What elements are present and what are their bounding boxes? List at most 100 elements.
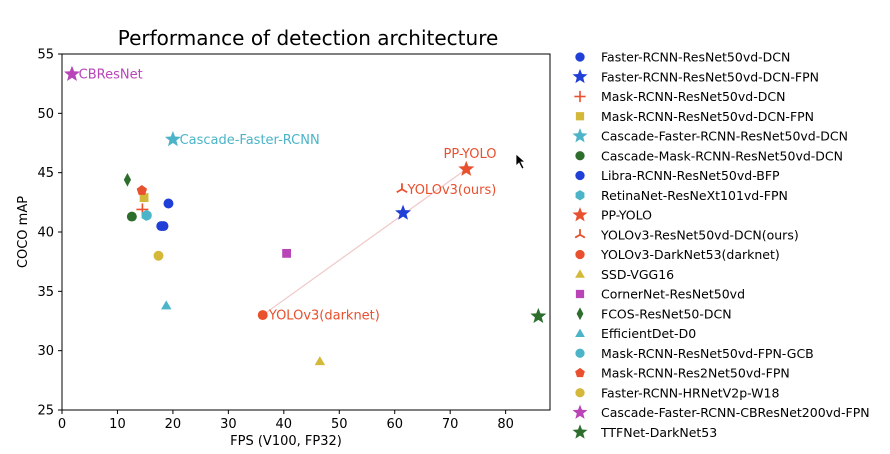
legend-marker (572, 207, 588, 222)
x-tick-label: 10 (109, 417, 126, 432)
legend-item: Mask-RCNN-ResNet50vd-DCN (574, 89, 785, 104)
legend-item: FCOS-ResNet50-DCN (576, 306, 732, 321)
legend-item: Cascade-Faster-RCNN-ResNet50vd-DCN (572, 128, 848, 144)
legend-label: Faster-RCNN-ResNet50vd-DCN (601, 50, 790, 65)
legend-marker (575, 170, 585, 181)
legend-label: Cascade-Faster-RCNN-ResNet50vd-DCN (601, 129, 848, 144)
legend-item: EfficientDet-D0 (575, 326, 696, 341)
legend-label: PP-YOLO (601, 208, 652, 223)
legend-item: Faster-RCNN-ResNet50vd-DCN (575, 50, 790, 65)
point-annotation: Cascade-Faster-RCNN (180, 133, 320, 148)
x-tick-label: 30 (220, 417, 237, 432)
legend-marker (572, 424, 588, 439)
legend-marker (575, 367, 585, 378)
legend-label: Cascade-Faster-RCNN-CBResNet200vd-FPN (601, 405, 870, 420)
point-annotation: CBResNet (79, 68, 143, 83)
legend-label: YOLOv3-DarkNet53(darknet) (600, 247, 780, 262)
data-point (164, 131, 181, 147)
legend-marker (574, 229, 586, 239)
legend-marker (572, 68, 588, 84)
legend-marker (575, 289, 585, 299)
legend-item: TTFNet-DarkNet53 (572, 424, 717, 440)
legend-marker (576, 307, 584, 321)
x-tick-label: 80 (497, 417, 514, 432)
legend-label: CornerNet-ResNet50vd (601, 287, 745, 302)
data-point (530, 307, 547, 324)
legend-item: YOLOv3-ResNet50vd-DCN(ours) (574, 227, 799, 242)
x-axis-label: FPS (V100, FP32) (230, 434, 342, 449)
legend-item: Mask-RCNN-Res2Net50vd-FPN (575, 366, 790, 381)
legend-marker (575, 328, 585, 338)
legend-label: Faster-RCNN-HRNetV2p-W18 (601, 385, 779, 400)
y-tick-label: 25 (37, 404, 54, 419)
x-tick-label: 20 (165, 417, 182, 432)
data-point (63, 65, 80, 81)
legend-label: Mask-RCNN-ResNet50vd-DCN-FPN (601, 109, 814, 124)
legend-label: TTFNet-DarkNet53 (600, 425, 717, 440)
legend-marker (572, 404, 588, 419)
legend-item: CornerNet-ResNet50vd (575, 287, 745, 302)
mouse-cursor-icon (515, 153, 527, 170)
plot-area: CBResNet Cascade-Faster-RCNN PP-YOLO YOLOv3… (63, 65, 547, 366)
legend-label: SSD-VGG16 (601, 267, 674, 282)
y-axis-label: COCO mAP (16, 196, 31, 268)
legend-marker (574, 90, 586, 103)
x-tick-label: 0 (58, 417, 66, 432)
data-point (139, 193, 149, 202)
data-point (458, 160, 475, 176)
data-point (161, 300, 172, 310)
point-annotation: PP-YOLO (444, 147, 497, 162)
data-point (282, 248, 291, 258)
legend-marker (575, 52, 585, 62)
plot-frame (61, 53, 551, 411)
legend-item: PP-YOLO (572, 207, 652, 223)
legend-label: Mask-RCNN-Res2Net50vd-FPN (601, 366, 790, 381)
data-point (396, 183, 408, 194)
y-tick-label: 50 (37, 107, 54, 122)
legend-item: Faster-RCNN-ResNet50vd-DCN-FPN (572, 68, 819, 84)
legend-item: YOLOv3-DarkNet53(darknet) (575, 247, 780, 262)
data-point (156, 221, 167, 232)
legend-label: FCOS-ResNet50-DCN (601, 306, 732, 321)
x-tick-label: 60 (386, 417, 403, 432)
legend-item: Faster-RCNN-HRNetV2p-W18 (575, 385, 779, 400)
x-tick-label: 40 (276, 417, 293, 432)
y-tick-label: 35 (37, 285, 54, 300)
y-tick-label: 40 (37, 226, 54, 241)
legend: Faster-RCNN-ResNet50vd-DCN Faster-RCNN-Re… (572, 50, 870, 440)
legend-label: Libra-RCNN-ResNet50vd-BFP (601, 168, 780, 183)
legend-item: Cascade-Mask-RCNN-ResNet50vd-DCN (575, 148, 843, 163)
data-point (153, 250, 164, 261)
legend-label: Mask-RCNN-ResNet50vd-DCN (601, 89, 785, 104)
legend-label: EfficientDet-D0 (601, 326, 696, 341)
data-point (126, 211, 137, 222)
point-annotation: YOLOv3(ours) (406, 183, 496, 198)
legend-marker (575, 269, 585, 278)
legend-marker (575, 190, 585, 201)
legend-marker (575, 388, 585, 398)
data-point (314, 356, 326, 366)
axes: 0 10 20 30 40 50 60 70 80 25 30 35 40 45 50 55 (37, 48, 551, 432)
point-annotation: YOLOv3(darknet) (268, 309, 380, 324)
data-point (136, 185, 148, 195)
y-tick-label: 45 (37, 166, 54, 181)
legend-label: YOLOv3-ResNet50vd-DCN(ours) (600, 227, 799, 242)
legend-marker (572, 128, 588, 143)
y-tick-label: 30 (37, 344, 54, 359)
data-point (257, 310, 268, 321)
legend-item: RetinaNet-ResNeXt101vd-FPN (575, 188, 788, 203)
legend-marker (575, 348, 585, 358)
legend-item: Libra-RCNN-ResNet50vd-BFP (575, 168, 780, 183)
legend-label: Faster-RCNN-ResNet50vd-DCN-FPN (601, 69, 819, 84)
data-point (123, 172, 132, 187)
data-point (395, 204, 412, 220)
chart-title: Performance of detection architecture (118, 26, 499, 50)
x-tick-label: 50 (331, 417, 348, 432)
legend-label: Cascade-Mask-RCNN-ResNet50vd-DCN (601, 148, 843, 163)
x-tick-label: 70 (442, 417, 459, 432)
legend-item: SSD-VGG16 (575, 267, 674, 282)
connector-line (262, 168, 467, 316)
legend-marker (575, 112, 585, 121)
data-point (141, 210, 152, 221)
